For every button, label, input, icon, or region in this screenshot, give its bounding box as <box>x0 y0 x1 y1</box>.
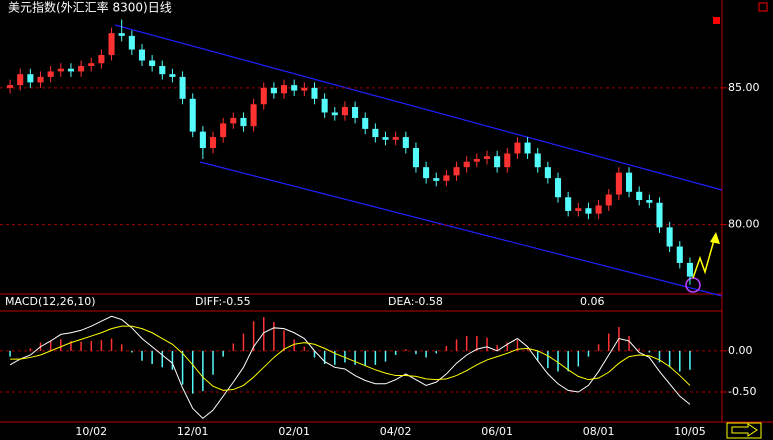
candle-body <box>291 85 298 91</box>
candle-body <box>443 175 450 181</box>
candle-body <box>686 262 693 277</box>
candle-body <box>585 208 592 214</box>
chart-title: 美元指数(外汇汇率 8300)日线 <box>8 0 172 15</box>
candle-body <box>372 128 379 138</box>
x-tick-label: 02/01 <box>278 425 310 438</box>
macd-line <box>9 315 691 420</box>
candle-body <box>392 137 399 140</box>
candle-body <box>676 246 683 263</box>
candle-body <box>138 49 146 61</box>
candle-body <box>626 172 633 192</box>
y-tick-label: 80.00 <box>728 218 760 231</box>
x-tick-label: 10/05 <box>674 425 706 438</box>
candle-body <box>78 65 85 72</box>
candle-body <box>7 85 14 88</box>
candle-body <box>108 33 115 56</box>
y-tick-label: -0.50 <box>728 385 756 398</box>
candle-body <box>605 194 612 206</box>
marker <box>713 17 720 24</box>
channel-line <box>114 24 723 191</box>
candle-body <box>636 191 643 200</box>
arrow-head <box>710 232 720 244</box>
candle-body <box>240 117 247 127</box>
macd-value-label: 0.06 <box>580 295 605 308</box>
candle-body <box>656 202 663 228</box>
candle-body <box>646 200 653 203</box>
candle-body <box>209 137 217 149</box>
candle-body <box>17 74 24 86</box>
candle-body <box>47 71 54 77</box>
candle-body <box>524 142 531 154</box>
candle-body <box>301 87 308 91</box>
legend-label: DEA:-0.58 <box>388 295 443 308</box>
candle-body <box>352 107 359 118</box>
candle-body <box>473 158 480 162</box>
candle-body <box>412 148 419 168</box>
legend-label: DIFF:-0.55 <box>195 295 251 308</box>
scroll-arrow <box>731 423 758 437</box>
candle-body <box>270 87 277 94</box>
x-tick-label: 10/02 <box>75 425 107 438</box>
candle-body <box>494 156 501 168</box>
candle-body <box>260 87 267 105</box>
candle-body <box>250 104 257 127</box>
candle-body <box>311 87 318 99</box>
candle-body <box>37 76 44 83</box>
candle-body <box>230 117 237 124</box>
candle-body <box>57 68 64 72</box>
candle-body <box>118 33 125 36</box>
candle-body <box>423 167 430 179</box>
y-tick-label: 85.00 <box>728 81 760 94</box>
candle-body <box>402 137 409 149</box>
candle-body <box>220 123 227 138</box>
candle-body <box>159 65 166 75</box>
window-button[interactable] <box>758 2 768 12</box>
candle-body <box>534 153 541 168</box>
indicator-title: MACD(12,26,10) <box>5 295 96 308</box>
x-tick-label: 08/01 <box>583 425 615 438</box>
candle-body <box>666 227 673 247</box>
candle-body <box>544 167 551 179</box>
candle-body <box>595 205 602 214</box>
candle-body <box>179 76 186 99</box>
candle-body <box>565 197 572 211</box>
candle-body <box>514 142 521 154</box>
forecast-arrow <box>692 239 715 279</box>
candle-body <box>189 98 196 132</box>
candle-body <box>128 35 135 50</box>
candle-body <box>331 112 338 116</box>
candle-body <box>362 117 369 129</box>
candle-body <box>433 178 440 181</box>
y-tick-label: 0.00 <box>728 344 753 357</box>
candle-body <box>463 161 470 168</box>
candle-body <box>382 137 389 140</box>
candle-body <box>98 55 105 64</box>
candle-body <box>88 63 95 66</box>
x-tick-label: 12/01 <box>177 425 209 438</box>
channel-line <box>199 161 723 297</box>
candle-body <box>483 156 491 159</box>
candle-body <box>27 74 34 83</box>
candle-body <box>199 131 206 149</box>
candle-body <box>149 60 156 66</box>
candle-body <box>575 208 582 211</box>
macd-line <box>10 325 691 391</box>
candle-body <box>504 153 511 168</box>
candle-body <box>341 107 348 116</box>
candle-body <box>554 178 562 198</box>
candle-body <box>169 74 176 77</box>
candle-body <box>67 68 74 72</box>
x-tick-label: 04/02 <box>380 425 412 438</box>
candle-body <box>453 167 460 176</box>
x-tick-label: 06/01 <box>481 425 513 438</box>
candle-body <box>321 98 328 113</box>
candle-body <box>281 85 288 94</box>
candle-body <box>615 172 622 195</box>
